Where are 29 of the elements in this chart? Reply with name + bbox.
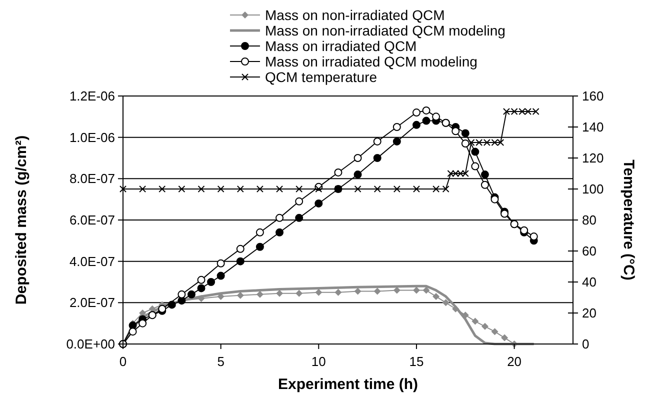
x-tick-label: 20 (507, 354, 522, 369)
x-tick-label: 5 (217, 354, 224, 369)
y-tick-label: 1.0E-06 (69, 130, 115, 145)
y2-tick-label: 80 (582, 212, 596, 228)
legend-label: Mass on non-irradiated QCM (265, 7, 445, 23)
y2-tick-label: 20 (582, 306, 596, 320)
y2-tick-label: 0 (582, 336, 590, 352)
y2-tick-label: 120 (582, 150, 604, 166)
x-axis-title: Experiment time (h) (278, 376, 418, 393)
y2-tick-label: 60 (582, 244, 596, 258)
x-tick-label: 0 (119, 354, 127, 369)
y-tick-label: 2.0E-07 (69, 295, 115, 310)
legend-label: Mass on irradiated QCM modeling (265, 54, 478, 70)
legend-label: Mass on irradiated QCM (265, 38, 417, 54)
y-tick-label: 4.0E-07 (69, 254, 115, 269)
legend-label: Mass on non-irradiated QCM modeling (265, 22, 506, 38)
x-tick-label: 15 (409, 354, 424, 369)
y2-tick-label: 140 (582, 120, 604, 134)
y2-tick-label: 160 (582, 88, 604, 104)
y2-axis-title: Temperature (°C) (620, 160, 637, 280)
x-tick-label: 10 (311, 354, 326, 369)
legend-label: QCM temperature (265, 69, 378, 85)
y2-tick-label: 40 (582, 274, 596, 290)
y-axis-title: Deposited mass (g/cm²) (13, 135, 30, 305)
y-tick-label: 1.2E-06 (69, 88, 115, 104)
y-tick-label: 0.0E+00 (66, 336, 115, 352)
y-tick-label: 8.0E-07 (69, 171, 115, 186)
y-tick-label: 6.0E-07 (69, 212, 115, 228)
y2-tick-label: 100 (582, 182, 604, 196)
